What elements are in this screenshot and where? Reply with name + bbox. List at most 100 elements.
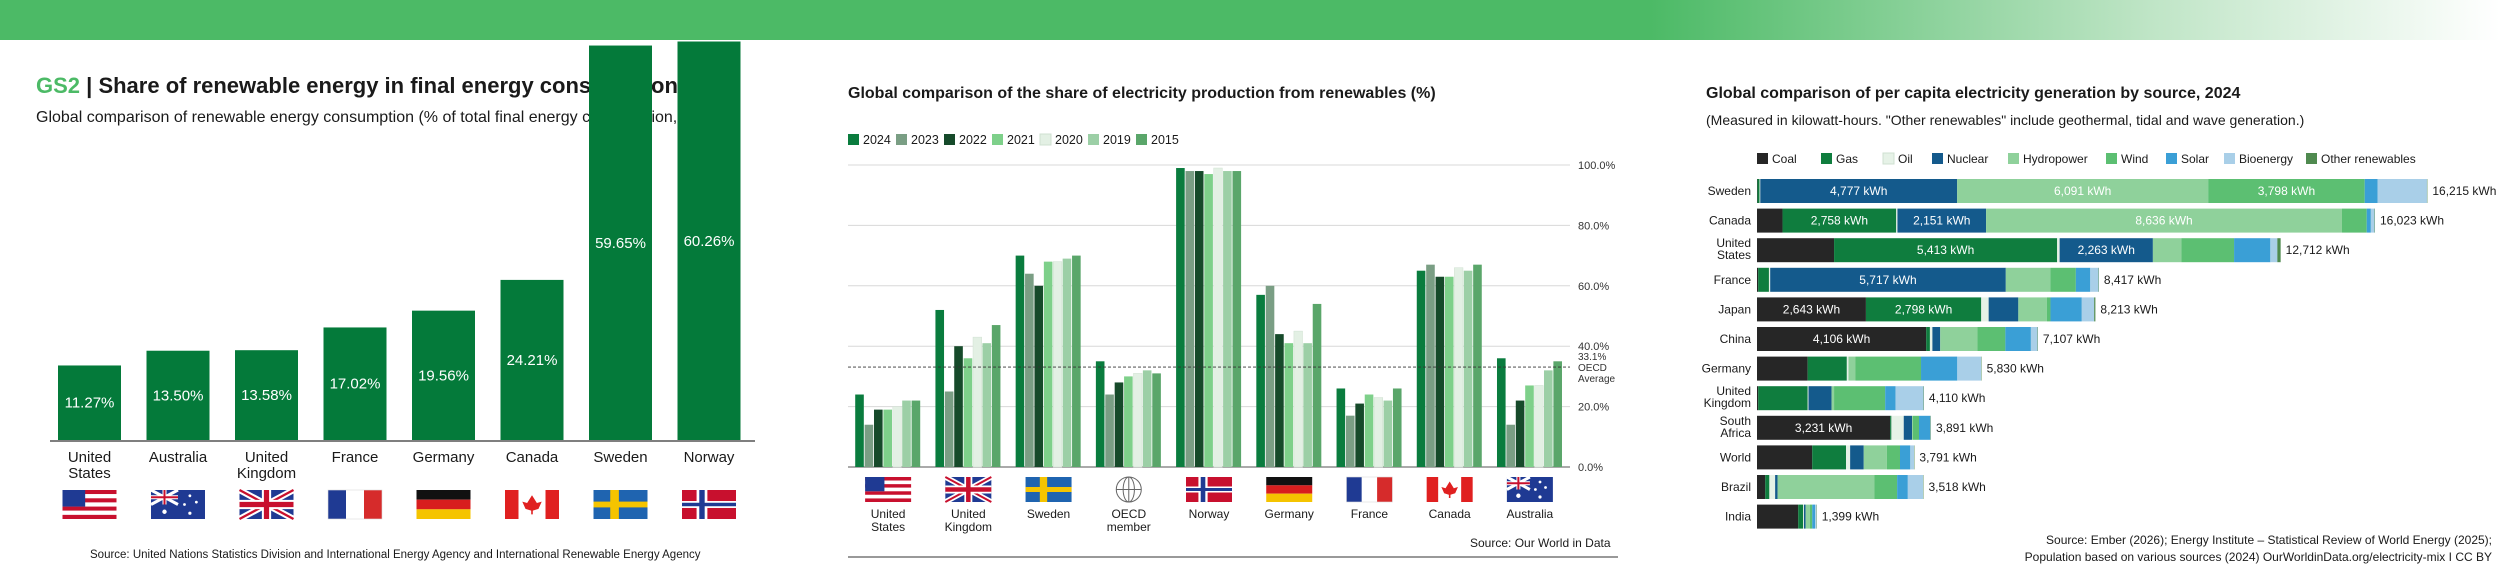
bar-sweden-2015: [1072, 255, 1081, 467]
legend-swatch-solar: [2166, 153, 2177, 164]
bar-united-kingdom-2020: [972, 336, 982, 468]
france-flag: [327, 489, 383, 520]
bar-germany-2021: [1284, 343, 1294, 467]
bar-oecd-member-2024: [1095, 361, 1105, 467]
row-label-france: France: [1714, 273, 1752, 287]
segment-united-states-coal: [1757, 238, 1835, 263]
bar-norway-2021: [1204, 174, 1213, 467]
bar-australia-2020: [1534, 385, 1544, 468]
bar-sweden-2024: [1015, 255, 1025, 467]
segment-china-hydropower: [1940, 327, 1978, 351]
category-label-united-kingdom: United Kingdom: [237, 449, 296, 482]
bar-united-kingdom-2021: [963, 358, 973, 467]
segment-label-sweden-nuclear: 4,777 kWh: [1830, 184, 1887, 198]
legend-label-other-renewables: Other renewables: [2321, 152, 2416, 166]
total-label-south-africa: 3,891 kWh: [1936, 421, 1993, 435]
bar-united-states-2019: [902, 400, 911, 467]
bar-france-2022: [1355, 403, 1364, 467]
legend-swatch-hydropower: [2008, 153, 2019, 164]
uk-flag: [944, 474, 993, 505]
us-flag: [865, 477, 912, 502]
legend-label-coal: Coal: [1772, 152, 1797, 166]
y-tick-label-80: 80.0%: [1578, 220, 1609, 232]
bar-united-states: [58, 365, 121, 440]
segment-brazil-solar: [1897, 475, 1908, 499]
segment-label-france-nuclear: 5,717 kWh: [1859, 273, 1916, 287]
bar-canada-2019: [1463, 270, 1473, 467]
segment-japan-nuclear: [1988, 297, 2019, 322]
bar-sweden: [589, 45, 652, 441]
y-tick-label-100: 100.0%: [1578, 160, 1616, 172]
segment-japan-wind: [2046, 297, 2051, 322]
bar-germany-2019: [1303, 343, 1312, 467]
canada-flag: [1426, 477, 1473, 502]
row-label-canada: Canada: [1709, 214, 1751, 228]
segment-canada-oil: [1896, 208, 1898, 233]
legend-label-gas: Gas: [1836, 152, 1858, 166]
segment-india-gas: [1798, 504, 1804, 529]
y-tick-label-40: 40.0%: [1578, 341, 1609, 353]
segment-canada-hydropower: [1986, 208, 2343, 233]
bar-australia-2024: [1496, 358, 1506, 467]
segment-india-coal: [1757, 504, 1799, 529]
bar-germany-2022: [1275, 334, 1284, 467]
total-label-japan: 8,213 kWh: [2100, 302, 2157, 316]
segment-india-hydropower: [1805, 504, 1810, 529]
row-label-japan: Japan: [1718, 302, 1751, 316]
segment-brazil-coal: [1757, 475, 1766, 499]
bar-united-states-2022: [874, 409, 883, 467]
segment-germany-bioenergy: [1957, 356, 1982, 381]
segment-united-kingdom-bioenergy: [1895, 386, 1924, 411]
oecd-average-label-2: Average: [1578, 374, 1616, 385]
segment-sweden-gas: [1757, 179, 1760, 203]
bar-norway-2020: [1213, 167, 1223, 468]
segment-united-kingdom-wind: [1834, 386, 1886, 411]
bar-norway-2015: [1232, 171, 1242, 468]
segment-world-bioenergy: [1910, 445, 1915, 470]
legend-label-wind: Wind: [2121, 152, 2148, 166]
australia-flag: [1506, 475, 1553, 502]
legend-swatch-coal: [1757, 153, 1768, 164]
category-label-oecd-member: OECD member: [1107, 507, 1151, 534]
segment-france-oil: [1768, 267, 1771, 292]
legend-label-oil: Oil: [1898, 152, 1913, 166]
bar-united-states-2020: [892, 406, 902, 468]
row-label-south-africa: South Africa: [1720, 414, 1752, 440]
segment-united-kingdom-nuclear: [1808, 386, 1832, 411]
bar-australia-2015: [1553, 361, 1562, 467]
page-title: GS2 | Share of renewable energy in final…: [36, 73, 678, 99]
bar-france-2023: [1345, 415, 1355, 467]
total-label-world: 3,791 kWh: [1919, 450, 1976, 464]
segment-canada-solar: [2366, 208, 2371, 233]
panel3-source: Source: Ember (2026); Energy Institute –…: [2025, 532, 2492, 566]
y-tick-label-20: 20.0%: [1578, 402, 1609, 414]
legend-label-2022: 2022: [959, 133, 987, 147]
uk-flag: [237, 487, 296, 522]
row-label-india: India: [1725, 510, 1751, 524]
legend-swatch-2023: [896, 134, 907, 145]
segment-south-africa-wind: [1912, 415, 1920, 440]
legend-label-solar: Solar: [2181, 152, 2209, 166]
bar-france-2024: [1336, 388, 1346, 467]
bar-sweden-2019: [1062, 258, 1072, 467]
panel1-subtitle: Global comparison of renewable energy co…: [36, 109, 723, 126]
legend-swatch-bioenergy: [2224, 153, 2235, 164]
total-label-brazil: 3,518 kWh: [1928, 480, 1985, 494]
segment-united-states-gas: [1834, 238, 2058, 263]
total-label-canada: 16,023 kWh: [2380, 214, 2444, 228]
segment-united-kingdom-gas: [1758, 386, 1808, 411]
panel2-source: Source: Our World in Data: [1470, 536, 1611, 550]
header-banner: [0, 0, 2500, 40]
bar-canada-2022: [1435, 276, 1445, 467]
segment-united-states-bioenergy: [2270, 238, 2278, 263]
segment-sweden-solar: [2364, 179, 2378, 203]
segment-france-coal: [1757, 267, 1759, 292]
total-label-sweden: 16,215 kWh: [2432, 184, 2496, 198]
bar-sweden-2020: [1053, 261, 1063, 468]
category-label-united-kingdom: United Kingdom: [945, 507, 992, 534]
legend-label-2015: 2015: [1151, 133, 1179, 147]
segment-united-states-nuclear: [2059, 238, 2153, 263]
bar-norway-2019: [1223, 171, 1232, 468]
bar-label-norway: 60.26%: [684, 233, 735, 250]
category-label-canada: Canada: [1429, 507, 1471, 521]
